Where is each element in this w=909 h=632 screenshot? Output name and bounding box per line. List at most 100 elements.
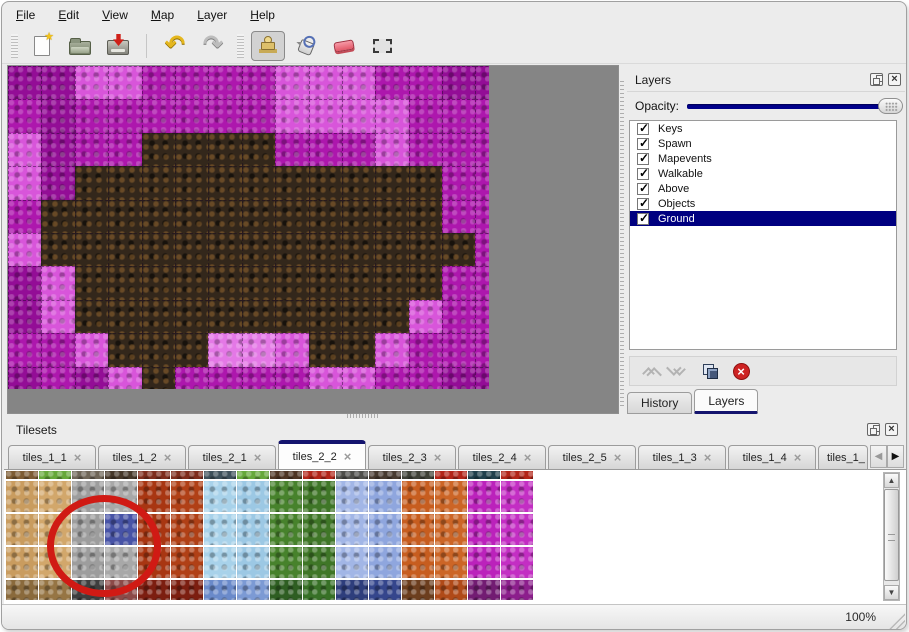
tileset-tile[interactable] xyxy=(402,513,434,545)
duplicate-layer-button[interactable] xyxy=(700,361,720,381)
tileset-tile[interactable] xyxy=(336,546,368,578)
map-tile[interactable] xyxy=(108,266,142,300)
map-tile[interactable] xyxy=(8,232,42,267)
map-tile[interactable] xyxy=(174,132,209,167)
tileset-tile[interactable] xyxy=(369,579,401,600)
layer-list[interactable]: Keys Spawn Mapevents Walkable Above Objects Gr… xyxy=(629,120,897,350)
map-tile[interactable] xyxy=(442,132,476,167)
tileset-tile[interactable] xyxy=(39,471,71,479)
map-tile[interactable] xyxy=(375,299,409,334)
layer-visibility-checkbox[interactable] xyxy=(637,166,649,180)
map-tile[interactable] xyxy=(341,66,376,100)
tileset-tab-tiles_1_4[interactable]: tiles_1_4 × xyxy=(728,445,816,469)
tileset-tile[interactable] xyxy=(270,513,302,545)
map-tile[interactable] xyxy=(275,66,309,100)
map-tile[interactable] xyxy=(375,266,409,300)
map-tile[interactable] xyxy=(41,333,75,367)
map-tile[interactable] xyxy=(141,199,175,233)
tileset-tile[interactable] xyxy=(336,480,368,512)
tileset-tile[interactable] xyxy=(204,513,236,545)
map-tile[interactable] xyxy=(442,66,476,100)
map-tile[interactable] xyxy=(41,99,75,133)
map-tile[interactable] xyxy=(308,299,342,334)
rect-select-tool-button[interactable] xyxy=(365,31,399,61)
map-tile[interactable] xyxy=(241,99,276,133)
map-tile[interactable] xyxy=(208,333,242,367)
map-tile[interactable] xyxy=(341,199,376,233)
layer-row-spawn[interactable]: Spawn xyxy=(630,136,896,151)
map-tile[interactable] xyxy=(308,166,342,200)
map-tile[interactable] xyxy=(41,66,75,100)
delete-layer-button[interactable] xyxy=(731,361,751,381)
map-tile[interactable] xyxy=(8,333,42,367)
tileset-tile[interactable] xyxy=(303,471,335,479)
layer-visibility-checkbox[interactable] xyxy=(637,136,649,150)
tileset-tile[interactable] xyxy=(204,579,236,600)
tileset-tab-tiles_2_4[interactable]: tiles_2_4 × xyxy=(458,445,546,469)
tileset-tile[interactable] xyxy=(72,513,104,545)
map-tile[interactable] xyxy=(141,232,175,267)
map-tile[interactable] xyxy=(174,99,209,133)
tileset-tile[interactable] xyxy=(237,480,269,512)
map-tile[interactable] xyxy=(375,166,409,200)
map-tile[interactable] xyxy=(41,232,75,267)
tileset-tile[interactable] xyxy=(105,579,137,600)
map-tile[interactable] xyxy=(41,366,75,389)
tileset-tile[interactable] xyxy=(468,513,500,545)
tileset-tile[interactable] xyxy=(468,546,500,578)
map-tile[interactable] xyxy=(174,366,209,389)
menu-view[interactable]: View xyxy=(102,8,128,22)
close-tab-icon[interactable]: × xyxy=(433,449,442,465)
map-tile[interactable] xyxy=(41,132,75,167)
close-panel-icon[interactable] xyxy=(885,423,898,436)
map-tile[interactable] xyxy=(308,66,342,100)
tileset-tile[interactable] xyxy=(468,471,500,479)
map-tile[interactable] xyxy=(74,299,109,334)
map-tile[interactable] xyxy=(275,199,309,233)
map-tile[interactable] xyxy=(241,299,276,334)
map-tile[interactable] xyxy=(475,232,489,267)
move-layer-up-button[interactable] xyxy=(638,361,658,381)
tileset-tile[interactable] xyxy=(138,546,170,578)
map-tile[interactable] xyxy=(108,66,142,100)
tileset-tile[interactable] xyxy=(369,471,401,479)
map-tile[interactable] xyxy=(8,166,42,200)
map-tile[interactable] xyxy=(375,132,409,167)
opacity-slider-track[interactable] xyxy=(687,104,901,109)
map-tile[interactable] xyxy=(408,299,443,334)
menu-layer[interactable]: Layer xyxy=(197,8,228,22)
map-tile[interactable] xyxy=(108,299,142,334)
map-tile[interactable] xyxy=(74,266,109,300)
map-tile[interactable] xyxy=(408,232,443,267)
map-tile[interactable] xyxy=(408,199,443,233)
map-tile[interactable] xyxy=(375,333,409,367)
map-tile[interactable] xyxy=(108,132,142,167)
fill-tool-button[interactable] xyxy=(289,31,323,61)
tileset-tile[interactable] xyxy=(6,579,38,600)
tileset-tile[interactable] xyxy=(72,579,104,600)
map-tile[interactable] xyxy=(341,266,376,300)
tileset-tile[interactable] xyxy=(171,513,203,545)
map-tile[interactable] xyxy=(74,199,109,233)
close-tab-icon[interactable]: × xyxy=(343,448,352,464)
tileset-tile[interactable] xyxy=(369,513,401,545)
close-tab-icon[interactable]: × xyxy=(613,449,622,465)
map-tile[interactable] xyxy=(475,199,489,233)
tileset-tile[interactable] xyxy=(138,513,170,545)
map-tile[interactable] xyxy=(174,333,209,367)
tileset-tile[interactable] xyxy=(6,471,38,479)
tileset-tile[interactable] xyxy=(303,579,335,600)
map-tile[interactable] xyxy=(308,132,342,167)
map-tile[interactable] xyxy=(141,99,175,133)
layer-row-above[interactable]: Above xyxy=(630,181,896,196)
tileset-tab-tiles_1_2[interactable]: tiles_1_2 × xyxy=(98,445,186,469)
map-tile[interactable] xyxy=(8,199,42,233)
map-tile[interactable] xyxy=(108,333,142,367)
tileset-tile[interactable] xyxy=(270,546,302,578)
map-tile[interactable] xyxy=(241,199,276,233)
tab-history[interactable]: History xyxy=(627,392,693,414)
map-tile[interactable] xyxy=(375,66,409,100)
map-tile[interactable] xyxy=(341,99,376,133)
map-tile[interactable] xyxy=(408,333,443,367)
tileset-tile[interactable] xyxy=(204,471,236,479)
